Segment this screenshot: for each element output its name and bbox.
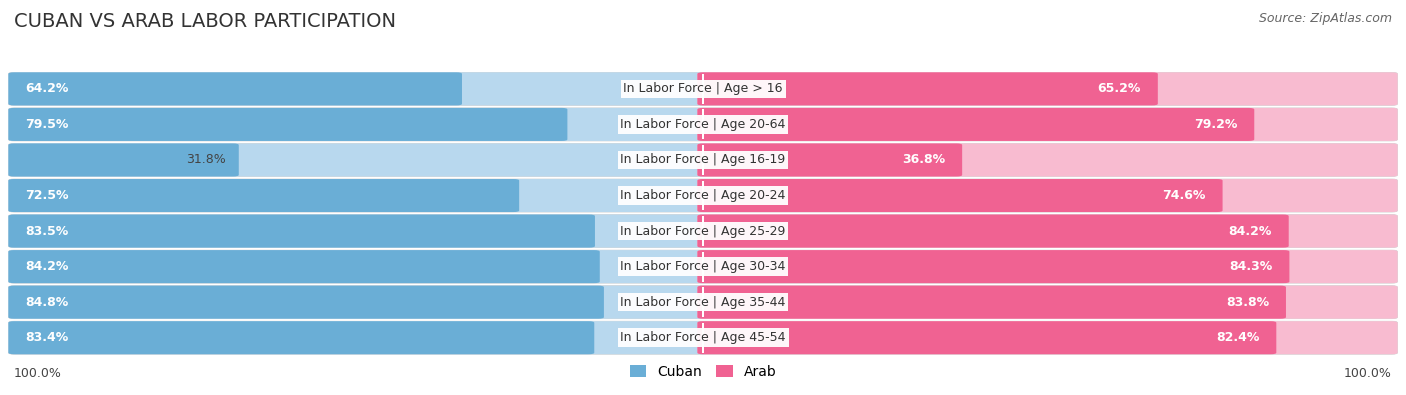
Text: 31.8%: 31.8%	[187, 154, 226, 166]
Text: 83.8%: 83.8%	[1226, 296, 1270, 308]
Text: 84.2%: 84.2%	[1229, 225, 1272, 237]
Text: Source: ZipAtlas.com: Source: ZipAtlas.com	[1258, 12, 1392, 25]
Text: 84.3%: 84.3%	[1229, 260, 1272, 273]
Text: 74.6%: 74.6%	[1163, 189, 1206, 202]
Text: In Labor Force | Age 35-44: In Labor Force | Age 35-44	[620, 296, 786, 308]
Legend: Cuban, Arab: Cuban, Arab	[624, 359, 782, 384]
Text: 83.4%: 83.4%	[25, 331, 69, 344]
Text: 84.8%: 84.8%	[25, 296, 69, 308]
Text: 36.8%: 36.8%	[903, 154, 945, 166]
Text: 65.2%: 65.2%	[1098, 83, 1140, 95]
Text: 79.2%: 79.2%	[1194, 118, 1237, 131]
Text: 72.5%: 72.5%	[25, 189, 69, 202]
Text: 82.4%: 82.4%	[1216, 331, 1260, 344]
Text: 84.2%: 84.2%	[25, 260, 69, 273]
Text: CUBAN VS ARAB LABOR PARTICIPATION: CUBAN VS ARAB LABOR PARTICIPATION	[14, 12, 396, 31]
Text: 79.5%: 79.5%	[25, 118, 69, 131]
Text: 100.0%: 100.0%	[14, 367, 62, 380]
Text: In Labor Force | Age 20-64: In Labor Force | Age 20-64	[620, 118, 786, 131]
Text: 83.5%: 83.5%	[25, 225, 69, 237]
Text: 100.0%: 100.0%	[1344, 367, 1392, 380]
Text: In Labor Force | Age 25-29: In Labor Force | Age 25-29	[620, 225, 786, 237]
Text: In Labor Force | Age > 16: In Labor Force | Age > 16	[623, 83, 783, 95]
Text: 64.2%: 64.2%	[25, 83, 69, 95]
Text: In Labor Force | Age 45-54: In Labor Force | Age 45-54	[620, 331, 786, 344]
Text: In Labor Force | Age 20-24: In Labor Force | Age 20-24	[620, 189, 786, 202]
Text: In Labor Force | Age 16-19: In Labor Force | Age 16-19	[620, 154, 786, 166]
Text: In Labor Force | Age 30-34: In Labor Force | Age 30-34	[620, 260, 786, 273]
